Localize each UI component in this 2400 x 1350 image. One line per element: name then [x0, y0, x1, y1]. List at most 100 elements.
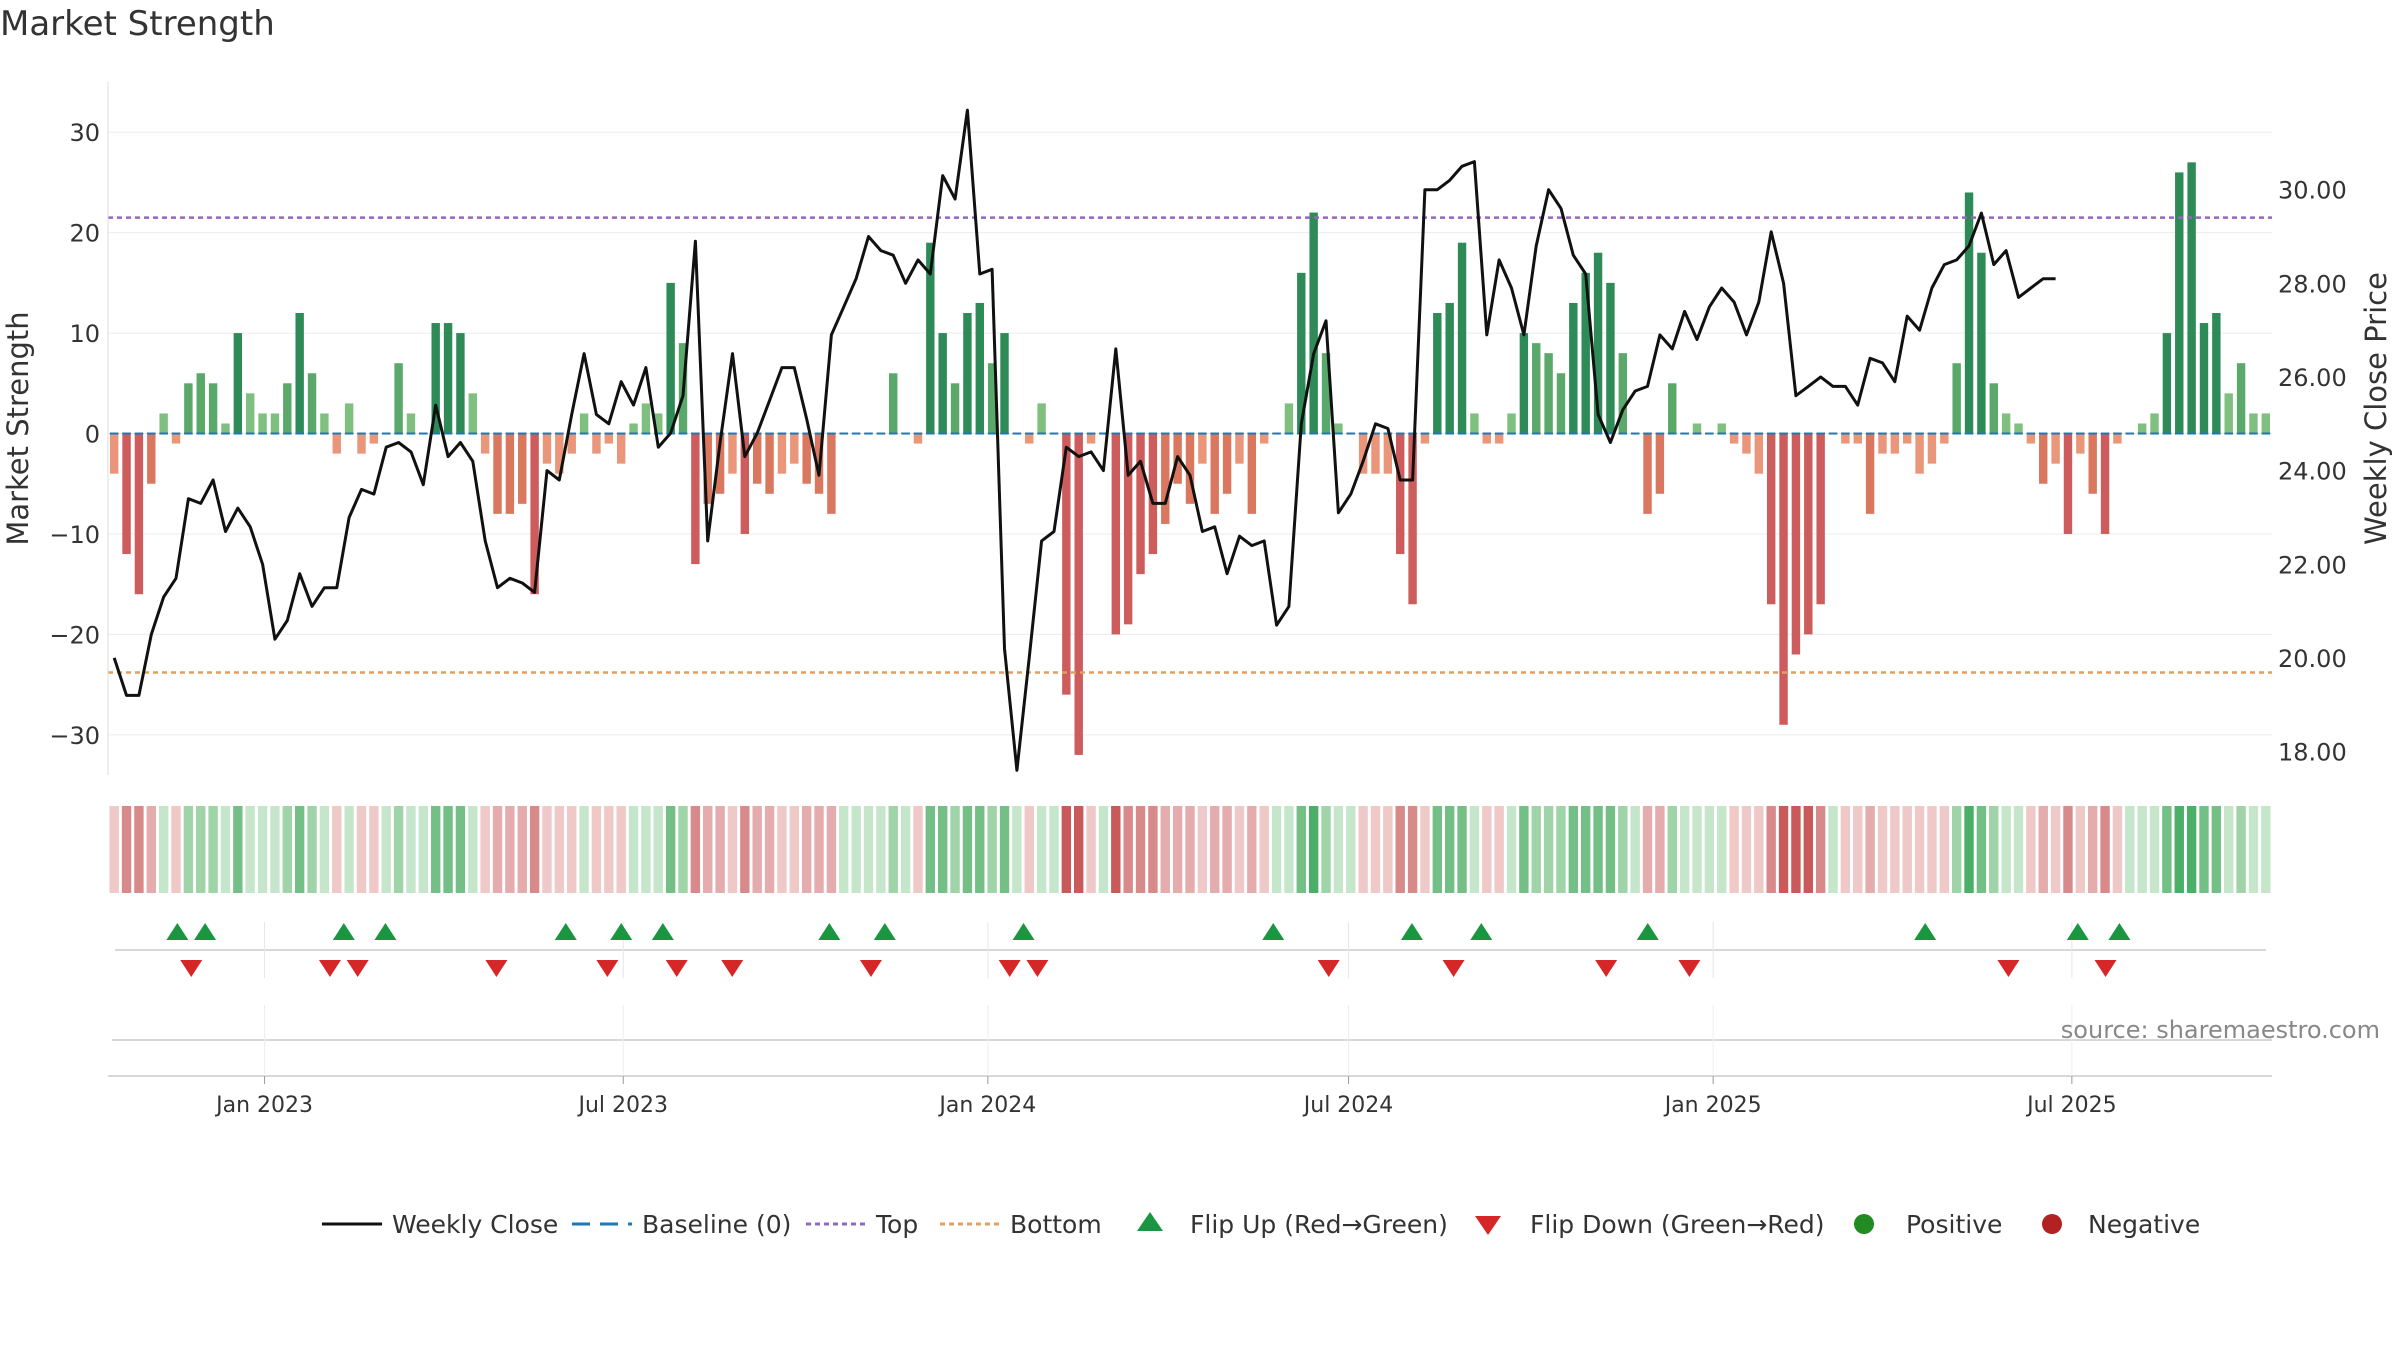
heat-cell	[876, 806, 886, 893]
strength-bar	[1507, 413, 1516, 434]
heat-cell	[1766, 806, 1776, 893]
heat-cell	[455, 806, 466, 893]
flip-down-marker	[1678, 960, 1701, 977]
heat-cell	[1197, 806, 1208, 893]
legend-item: Top	[806, 1210, 918, 1239]
flip-down-marker	[346, 960, 369, 977]
strength-bar	[1655, 433, 1665, 494]
heat-cell	[1012, 806, 1022, 893]
heat-cell	[1444, 806, 1455, 893]
strength-bar	[1581, 272, 1590, 434]
heat-cell	[1605, 806, 1616, 893]
strength-bar	[2100, 433, 2110, 534]
heat-cell	[653, 806, 663, 893]
flip-down-marker	[1595, 960, 1618, 977]
legend-label: Baseline (0)	[642, 1210, 791, 1239]
flip-up-marker	[554, 923, 577, 940]
strength-bar	[1754, 433, 1764, 474]
legend-label: Top	[875, 1210, 918, 1239]
strength-bar	[2236, 363, 2246, 434]
left-tick-label: 30	[69, 119, 100, 147]
heat-cell	[2125, 806, 2135, 893]
strength-bar	[1865, 433, 1875, 514]
heat-cell	[1247, 806, 1257, 893]
strength-bar	[1396, 433, 1405, 555]
heat-cell	[2261, 806, 2271, 893]
heat-cell	[2236, 806, 2246, 893]
strength-bar	[2187, 162, 2196, 434]
heat-cell	[146, 806, 156, 893]
heat-cell	[863, 806, 874, 893]
date-tick-label: Jan 2025	[1663, 1093, 1762, 1118]
heat-cell	[2038, 806, 2048, 893]
flip-down-marker	[859, 960, 882, 977]
heat-cell	[1964, 806, 1974, 893]
heat-cell	[245, 806, 255, 893]
heat-cell	[1927, 806, 1937, 893]
heat-cell	[1036, 806, 1047, 893]
heat-cell	[270, 806, 280, 893]
heat-cell	[752, 806, 762, 893]
heat-cell	[1618, 806, 1628, 893]
heat-cell	[220, 806, 231, 893]
heat-cell	[196, 806, 206, 893]
strength-bar	[555, 433, 564, 474]
strength-bar	[443, 323, 453, 434]
strength-bar	[2150, 413, 2159, 434]
heat-cell	[1160, 806, 1170, 893]
date-axis: Jan 2023 Jul 2023 Jan 2024 Jul 2024 Jan 2025…	[214, 1076, 2117, 1118]
heat-cell	[1951, 806, 1962, 893]
strength-bar	[802, 433, 811, 484]
left-tick-label: −10	[49, 521, 100, 549]
strength-bar	[2001, 413, 2011, 434]
strength-bar	[1309, 212, 1318, 434]
flip-down-marker	[1026, 960, 1049, 977]
heat-cell	[233, 806, 243, 893]
heat-cell	[1778, 806, 1789, 893]
strength-bar	[926, 242, 935, 434]
legend-swatch-flip-up	[1137, 1212, 1163, 1231]
strength-bar	[134, 433, 144, 595]
legend-swatch-flip-down	[1475, 1216, 1501, 1235]
legend-item: Negative	[2042, 1210, 2200, 1239]
strength-bar	[1284, 403, 1294, 434]
strength-bar	[1977, 252, 1986, 434]
heat-cell	[1370, 806, 1381, 893]
right-tick-label: 18.00	[2278, 739, 2347, 767]
heat-cell	[1902, 806, 1912, 893]
strength-bar	[2026, 433, 2036, 444]
heat-cell	[1791, 806, 1801, 893]
weekly-close-line	[112, 108, 2056, 772]
heat-cell	[1531, 806, 1541, 893]
legend-item: Bottom	[940, 1210, 1102, 1239]
strength-bar	[221, 423, 230, 434]
heat-cell	[1296, 806, 1306, 893]
strength-bar	[1643, 433, 1652, 514]
heat-cell	[554, 806, 565, 893]
left-tick-label: 0	[85, 421, 100, 449]
strength-bar	[1259, 433, 1269, 444]
heat-cell	[1519, 806, 1529, 893]
strength-bar	[1062, 433, 1071, 695]
strength-bar	[715, 433, 725, 494]
strength-bar	[246, 393, 255, 434]
flip-down-marker	[1442, 960, 1465, 977]
axes: 30 20 10 0 −10 −20 −30 30.00 28.00 26.00 24.00 22.0…	[1, 82, 2393, 775]
flip-up-marker	[194, 923, 217, 940]
heat-cell	[1581, 806, 1591, 893]
flip-up-marker	[166, 923, 189, 940]
flip-up-marker	[1914, 923, 1937, 940]
strength-bar	[431, 323, 440, 434]
strength-bar	[357, 433, 366, 454]
heat-cell	[1692, 806, 1702, 893]
strength-bar	[493, 433, 502, 514]
heat-cell	[1086, 806, 1096, 893]
strength-bar	[1457, 242, 1467, 434]
strength-bar	[468, 393, 477, 434]
heat-cell	[678, 806, 688, 893]
date-tick-label: Jan 2024	[937, 1093, 1036, 1118]
strength-bar	[196, 373, 205, 434]
flip-down-marker	[180, 960, 203, 977]
strength-bar	[1940, 433, 1949, 444]
